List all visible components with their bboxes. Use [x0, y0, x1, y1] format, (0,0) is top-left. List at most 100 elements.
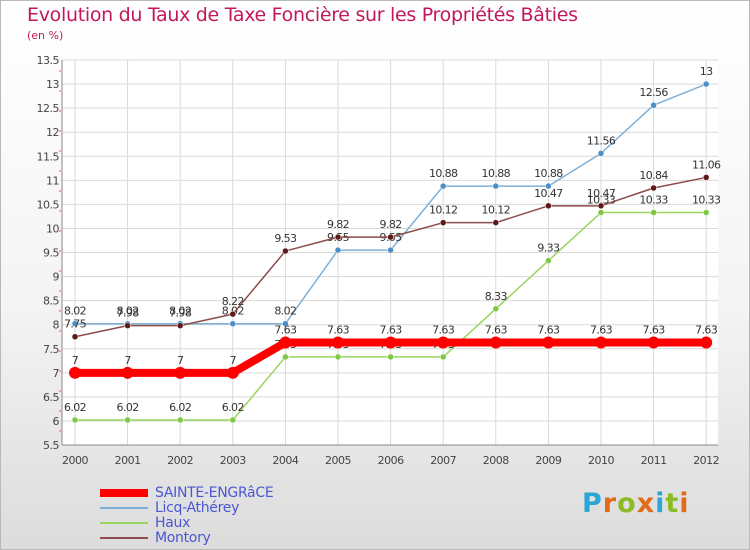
- legend-label-sainte-engrace: SAINTE-ENGRâCE: [155, 485, 274, 501]
- x-tick-label: 2006: [378, 454, 404, 467]
- data-point-sainte-engr-ce: [489, 336, 502, 349]
- data-point-haux: [334, 353, 342, 361]
- data-point-sainte-engr-ce: [437, 336, 450, 349]
- data-label-sainte-engr-ce: 7: [177, 354, 184, 367]
- x-tick-label: 2010: [588, 454, 614, 467]
- data-label-haux: 6.02: [64, 401, 86, 414]
- x-tick-label: 2004: [272, 454, 298, 467]
- data-point-haux: [176, 416, 184, 424]
- data-point-haux: [439, 353, 447, 361]
- data-point-montory: [334, 233, 342, 241]
- data-point-haux: [702, 209, 710, 216]
- data-label-montory: 10.84: [639, 169, 668, 182]
- data-point-sainte-engr-ce: [174, 366, 187, 379]
- data-label-montory: 10.12: [429, 204, 458, 217]
- data-point-licq-ath-rey: [545, 182, 552, 190]
- data-point-sainte-engr-ce: [279, 336, 292, 349]
- data-point-haux: [492, 305, 500, 313]
- x-tick-label: 2011: [641, 454, 667, 467]
- data-point-sainte-engr-ce: [121, 366, 134, 379]
- data-point-licq-ath-rey: [282, 320, 289, 327]
- data-point-sainte-engr-ce: [384, 336, 397, 349]
- logo-letter: r: [602, 488, 618, 519]
- data-point-haux: [597, 209, 605, 216]
- data-point-licq-ath-rey: [387, 246, 394, 254]
- logo-letter: t: [665, 488, 680, 519]
- data-point-montory: [702, 174, 710, 181]
- x-tick-label: 2007: [430, 454, 456, 467]
- x-tick-label: 2005: [325, 454, 351, 467]
- chart-title: Evolution du Taux de Taxe Foncière sur l…: [27, 4, 578, 26]
- data-point-sainte-engr-ce: [542, 336, 555, 349]
- data-point-montory: [492, 219, 500, 226]
- data-point-licq-ath-rey: [492, 182, 500, 190]
- logo-letter: x: [636, 488, 656, 519]
- data-label-montory: 10.47: [534, 187, 563, 200]
- data-point-montory: [387, 233, 394, 241]
- data-label-montory: 7.98: [169, 307, 192, 320]
- data-point-sainte-engr-ce: [226, 366, 239, 379]
- data-label-licq-ath-rey: 8.02: [64, 305, 86, 318]
- data-label-licq-ath-rey: 12.56: [639, 86, 668, 99]
- data-label-haux: 8.33: [485, 290, 508, 303]
- logo-letter: i: [679, 488, 690, 519]
- data-label-haux: 10.33: [639, 194, 668, 207]
- data-label-licq-ath-rey: 10.88: [429, 167, 458, 180]
- data-point-licq-ath-rey: [334, 246, 342, 254]
- y-tick-label: 11.5: [37, 150, 60, 163]
- data-label-licq-ath-rey: 8.02: [274, 305, 296, 318]
- data-label-sainte-engr-ce: 7.63: [590, 323, 613, 336]
- data-point-sainte-engr-ce: [595, 336, 607, 349]
- y-tick-label: 13: [46, 78, 59, 91]
- data-point-licq-ath-rey: [439, 182, 447, 190]
- data-point-haux: [545, 257, 552, 264]
- data-point-licq-ath-rey: [597, 150, 605, 157]
- unit-label: (en %): [27, 29, 64, 42]
- data-point-licq-ath-rey: [71, 320, 79, 327]
- data-label-sainte-engr-ce: 7: [124, 354, 131, 367]
- y-tick-label: 12.5: [37, 102, 60, 115]
- data-label-licq-ath-rey: 10.88: [534, 167, 563, 180]
- data-label-sainte-engr-ce: 7.63: [537, 323, 560, 336]
- data-point-licq-ath-rey: [650, 101, 657, 109]
- data-point-montory: [71, 333, 79, 340]
- data-label-haux: 6.02: [222, 401, 244, 414]
- data-point-sainte-engr-ce: [647, 336, 660, 349]
- y-tick-label: 11: [46, 174, 59, 187]
- x-tick-label: 2002: [167, 454, 193, 467]
- data-label-sainte-engr-ce: 7.63: [432, 323, 455, 336]
- data-label-montory: 9.53: [274, 232, 297, 245]
- data-point-montory: [545, 202, 552, 210]
- data-point-montory: [650, 184, 657, 192]
- logo-letter: i: [655, 488, 666, 519]
- y-tick-label: 8: [53, 319, 60, 332]
- data-point-licq-ath-rey: [229, 320, 237, 327]
- data-label-licq-ath-rey: 8.02: [117, 305, 139, 318]
- x-tick-label: 2001: [115, 454, 141, 467]
- y-tick-label: 6.5: [43, 391, 59, 404]
- data-point-haux: [229, 416, 237, 424]
- data-label-sainte-engr-ce: 7.63: [274, 323, 297, 336]
- data-point-montory: [229, 310, 237, 318]
- x-tick-label: 2000: [62, 454, 88, 467]
- x-tick-label: 2009: [535, 454, 561, 467]
- data-label-sainte-engr-ce: 7.63: [327, 323, 350, 336]
- data-point-sainte-engr-ce: [69, 366, 81, 379]
- data-label-montory: 10.47: [587, 187, 616, 200]
- data-point-haux: [387, 353, 394, 361]
- data-label-sainte-engr-ce: 7.63: [643, 323, 666, 336]
- y-tick-label: 5.5: [43, 439, 59, 452]
- legend-label-montory: Montory: [155, 530, 211, 546]
- data-point-sainte-engr-ce: [332, 336, 344, 349]
- data-point-haux: [124, 416, 131, 424]
- y-tick-label: 8.5: [43, 295, 59, 308]
- data-label-montory: 7.75: [64, 318, 87, 331]
- x-tick-label: 2003: [220, 454, 246, 467]
- data-point-montory: [282, 247, 289, 255]
- data-label-montory: 8.22: [222, 295, 244, 308]
- data-label-sainte-engr-ce: 7: [72, 354, 79, 367]
- y-tick-label: 7.5: [43, 343, 59, 356]
- legend-label-licq-atherey: Licq-Athérey: [155, 500, 240, 516]
- y-tick-label: 6: [53, 415, 60, 428]
- data-label-sainte-engr-ce: 7.63: [695, 323, 718, 336]
